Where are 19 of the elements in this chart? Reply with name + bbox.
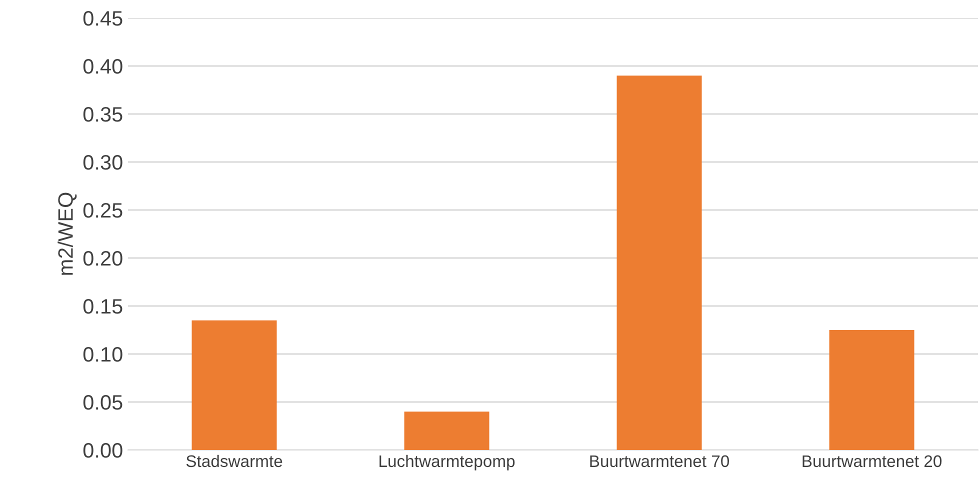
x-tick-label: Buurtwarmtenet 20	[802, 455, 942, 468]
y-tick-label: 0.20	[83, 251, 122, 266]
x-tick-label: Buurtwarmtenet 70	[590, 455, 730, 468]
bar	[616, 76, 702, 450]
y-tick-label: 0.05	[83, 395, 122, 410]
y-tick-label: 0.10	[83, 347, 122, 362]
bar	[829, 330, 914, 450]
y-tick-label: 0.45	[83, 11, 122, 26]
y-tick-label: 0.25	[83, 203, 122, 218]
x-tick-label: Luchtwarmtepomp	[380, 454, 515, 470]
bar	[404, 412, 490, 450]
y-tick-label: 0.40	[83, 59, 122, 74]
y-axis-title: m2/WEQ	[58, 192, 77, 275]
y-tick-label: 0.30	[83, 155, 122, 170]
x-tick-label: Stadswarmte	[186, 454, 282, 468]
y-tick-label: 0.35	[83, 107, 122, 122]
bar	[192, 320, 277, 450]
y-tick-label: 0.15	[83, 299, 122, 314]
y-tick-label: 0.00	[83, 443, 122, 458]
